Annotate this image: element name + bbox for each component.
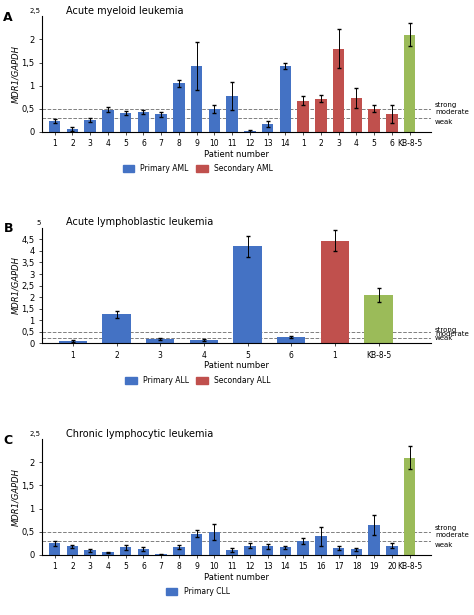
Text: weak: weak xyxy=(435,542,453,547)
Bar xyxy=(209,109,220,132)
Bar xyxy=(386,546,398,555)
Legend: Primary AML, Secondary AML: Primary AML, Secondary AML xyxy=(120,161,276,177)
Bar xyxy=(244,131,256,132)
Text: moderate: moderate xyxy=(435,331,469,336)
Bar xyxy=(280,66,291,132)
Bar xyxy=(173,83,185,132)
Bar xyxy=(59,341,87,343)
X-axis label: Patient number: Patient number xyxy=(204,362,269,370)
Bar xyxy=(315,536,327,555)
Bar xyxy=(351,549,362,555)
Bar xyxy=(368,525,380,555)
Bar xyxy=(244,546,256,555)
Bar xyxy=(173,547,185,555)
Bar xyxy=(262,124,273,132)
Bar xyxy=(120,547,131,555)
Text: A: A xyxy=(3,10,13,23)
X-axis label: Patient number: Patient number xyxy=(204,573,269,582)
Text: moderate: moderate xyxy=(435,109,469,116)
Text: strong: strong xyxy=(435,103,457,108)
Bar xyxy=(227,96,238,132)
Text: strong: strong xyxy=(435,525,457,531)
Bar xyxy=(321,240,349,343)
Text: Acute lymphoblastic leukemia: Acute lymphoblastic leukemia xyxy=(65,217,213,227)
X-axis label: Patient number: Patient number xyxy=(204,150,269,159)
Bar xyxy=(191,534,202,555)
Bar xyxy=(368,109,380,132)
Y-axis label: MDR1/GAPDH: MDR1/GAPDH xyxy=(11,256,20,314)
Bar xyxy=(351,98,362,132)
Bar xyxy=(138,549,149,555)
Bar xyxy=(333,548,345,555)
Bar xyxy=(386,114,398,132)
Text: Acute myeloid leukemia: Acute myeloid leukemia xyxy=(65,6,183,15)
Bar xyxy=(155,114,167,132)
Text: C: C xyxy=(3,434,12,446)
Text: Chronic lymphocytic leukemia: Chronic lymphocytic leukemia xyxy=(65,429,213,438)
Bar xyxy=(333,49,345,132)
Text: 2,5: 2,5 xyxy=(29,8,40,14)
Bar xyxy=(315,98,327,132)
Text: moderate: moderate xyxy=(435,533,469,538)
Bar xyxy=(298,541,309,555)
Text: weak: weak xyxy=(435,119,453,125)
Text: 2,5: 2,5 xyxy=(29,431,40,437)
Bar xyxy=(84,550,96,555)
Bar xyxy=(262,547,273,555)
Legend: Primary CLL: Primary CLL xyxy=(163,584,233,600)
Bar xyxy=(404,458,416,555)
Text: strong: strong xyxy=(435,327,457,333)
Bar xyxy=(191,66,202,132)
Bar xyxy=(233,246,262,343)
Y-axis label: MDR1/GAPDH: MDR1/GAPDH xyxy=(11,45,20,103)
Bar xyxy=(49,543,61,555)
Bar xyxy=(209,532,220,555)
Bar xyxy=(227,550,238,555)
Bar xyxy=(67,547,78,555)
Bar xyxy=(102,109,114,132)
Bar xyxy=(67,129,78,132)
Bar xyxy=(84,121,96,132)
Bar xyxy=(146,339,174,343)
Text: weak: weak xyxy=(435,335,453,341)
Bar xyxy=(404,35,416,132)
Bar xyxy=(365,295,393,343)
Bar xyxy=(280,547,291,555)
Bar xyxy=(120,113,131,132)
Text: 5: 5 xyxy=(36,220,40,226)
Y-axis label: MDR1/GAPDH: MDR1/GAPDH xyxy=(11,468,20,526)
Bar xyxy=(102,552,114,555)
Text: B: B xyxy=(3,222,13,235)
Bar xyxy=(277,337,305,343)
Bar xyxy=(190,340,218,343)
Bar xyxy=(138,112,149,132)
Bar xyxy=(102,314,131,343)
Legend: Primary ALL, Secondary ALL: Primary ALL, Secondary ALL xyxy=(122,373,273,388)
Bar xyxy=(49,121,61,132)
Bar xyxy=(298,101,309,132)
